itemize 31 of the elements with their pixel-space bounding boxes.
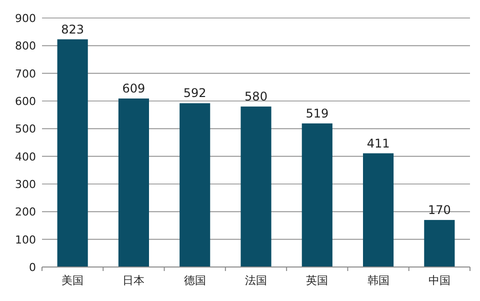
x-tick-label: 韩国 [367,274,390,287]
data-label: 580 [244,90,268,104]
x-tick-label: 日本 [122,274,145,287]
data-label: 609 [122,82,146,96]
y-tick-label: 400 [15,150,36,164]
data-label: 592 [183,86,206,100]
y-tick-label: 100 [15,233,36,246]
y-tick-label: 700 [15,67,36,80]
y-tick-label: 600 [15,95,36,108]
bar [240,106,272,267]
y-tick-label: 200 [15,206,36,219]
bar [57,39,88,267]
x-tick-label: 中国 [428,274,450,287]
data-label: 519 [306,106,329,120]
bar [363,153,394,267]
data-label: 411 [366,136,390,150]
bar [118,98,149,267]
x-tick-label: 美国 [62,274,84,287]
y-tick-label: 500 [15,122,36,136]
y-tick-label: 0 [29,261,36,274]
y-tick-label: 900 [15,12,36,25]
y-tick-label: 800 [15,40,36,53]
bar [424,220,455,267]
y-tick-label: 300 [15,178,36,191]
bar [180,103,210,267]
data-label: 823 [61,22,84,36]
x-tick-label: 法国 [245,274,267,287]
x-tick-label: 德国 [184,274,206,287]
data-label: 170 [428,202,451,217]
bar [302,123,332,267]
x-tick-label: 英国 [306,274,328,287]
